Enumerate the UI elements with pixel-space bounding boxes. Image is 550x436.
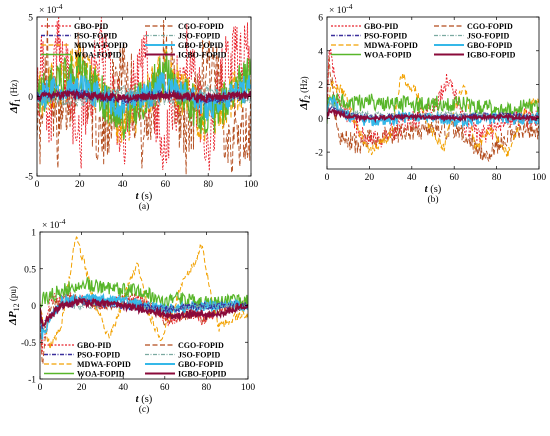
legend-label: MDWA-FOPID [74,41,128,50]
series-line-igbo-fopid [40,296,248,327]
series-line-igbo-fopid [37,88,251,105]
panel-caption: (a) [139,201,150,212]
legend-label: GBO-PID [74,22,108,31]
panel-caption: (b) [427,194,438,205]
series-line-igbo-fopid [327,106,539,124]
series-line-woa-fopid [37,51,251,140]
x-axis-label-var: t [425,184,429,195]
x-tick-label: 60 [160,383,170,393]
legend-label: CGO-FOPID [467,22,513,31]
legend-label: IGBO-FOPID [467,51,516,60]
y-axis-label-var: Δf [8,101,20,114]
y-axis-label: Δf2 (Hz) [298,76,312,110]
x-tick-label: 80 [203,180,213,190]
x-tick-label: 100 [244,180,259,190]
x-tick-label: 20 [75,180,85,190]
series-line-cgo-fopid [327,55,539,162]
legend-label: IGBO-FOPID [178,370,227,379]
legend-label: CGO-FOPID [178,341,224,350]
x-tick-label: 40 [407,173,417,183]
series-line-woa-fopid [327,93,539,124]
y-exponent-power: -4 [56,2,62,11]
y-tick-label: 2 [318,81,323,91]
x-tick-label: 60 [449,173,459,183]
x-axis-label-var: t [136,394,140,405]
series-line-jso-fopid [40,300,248,331]
y-exponent-power: -4 [346,2,352,11]
y-tick-label: -1 [28,376,36,386]
legend-label: WOA-FOPID [74,51,122,60]
legend-label: CGO-FOPID [178,22,224,31]
x-tick-label: 40 [118,180,128,190]
legend-label: GBO-PID [77,341,111,350]
legend-label: MDWA-FOPID [77,360,131,369]
x-tick-label: 80 [492,173,502,183]
y-tick-label: 4 [318,47,323,57]
legend-label: JSO-FOPID [467,32,509,41]
y-axis-label-unit: (pu) [8,286,18,303]
x-axis-label: t (s) [136,394,153,405]
legend-label: GBO-PID [364,22,398,31]
legend-label: IGBO-FOPID [178,51,227,60]
legend-label: GBO-FOPID [178,360,224,369]
chart-panel-c: 0 20 40 60 80 100-1-0.500.51× 10-4t (s)(c)ΔP1… [7,217,255,415]
y-tick-label: -5 [25,173,33,183]
x-axis-label: t (s) [136,191,153,202]
y-axis-label-subscript: 2 [303,95,312,99]
x-tick-label: 20 [365,173,375,183]
series-line-mdwa-fopid [327,72,539,158]
x-tick-label: 0 [38,383,43,393]
legend-label: MDWA-FOPID [364,41,418,50]
y-tick-label: 1 [31,229,36,239]
x-tick-label: 0 [325,173,330,183]
y-tick-label: -2 [315,149,323,159]
legend-label: GBO-FOPID [178,41,224,50]
y-tick-label: 0 [318,115,323,125]
legend-label: GBO-FOPID [467,41,513,50]
y-axis-label-unit: (Hz) [9,80,19,99]
y-axis-label-var: Δf [298,98,310,111]
y-tick-label: 0 [31,302,36,312]
legend-label: WOA-FOPID [364,51,412,60]
series-line-pso-fopid [327,105,539,122]
legend-label: WOA-FOPID [77,370,125,379]
x-tick-label: 100 [241,383,256,393]
y-tick-label: -0.5 [21,339,36,349]
plot-frame [326,16,540,170]
y-axis-label: Δf1 (Hz) [8,80,22,114]
legend-label: PSO-FOPID [77,351,120,360]
x-tick-label: 0 [35,180,40,190]
y-tick-label: 0.5 [24,265,36,275]
y-axis-label: ΔP12 (pu) [7,286,21,326]
series-group [37,17,251,175]
legend-label: JSO-FOPID [178,351,220,360]
y-axis-label-subscript: 12 [12,303,21,311]
y-axis-label-var: ΔP [7,311,19,326]
x-axis-label-var: t [136,191,140,202]
legend-label: PSO-FOPID [364,32,407,41]
y-tick-label: 5 [28,14,33,24]
series-line-mdwa-fopid [40,236,248,350]
y-tick-label: 0 [28,93,33,103]
y-tick-label: 6 [318,14,323,24]
legend-label: JSO-FOPID [178,32,220,41]
y-axis-label-unit: (Hz) [299,76,309,95]
chart-panel-a: 0 20 40 60 80 100-505× 10-4t (s)(a)Δf1 (Hz)GB… [8,2,258,212]
x-tick-label: 80 [202,383,212,393]
x-tick-label: 40 [118,383,128,393]
x-axis-label: t (s) [425,184,442,195]
x-tick-label: 20 [77,383,87,393]
panel-caption: (c) [139,404,150,415]
x-tick-label: 100 [532,173,547,183]
series-group [40,236,248,365]
series-group [327,48,539,162]
y-axis-label-subscript: 1 [13,99,22,103]
legend-label: PSO-FOPID [74,32,117,41]
y-exponent-power: -4 [59,217,65,226]
x-tick-label: 60 [161,180,171,190]
